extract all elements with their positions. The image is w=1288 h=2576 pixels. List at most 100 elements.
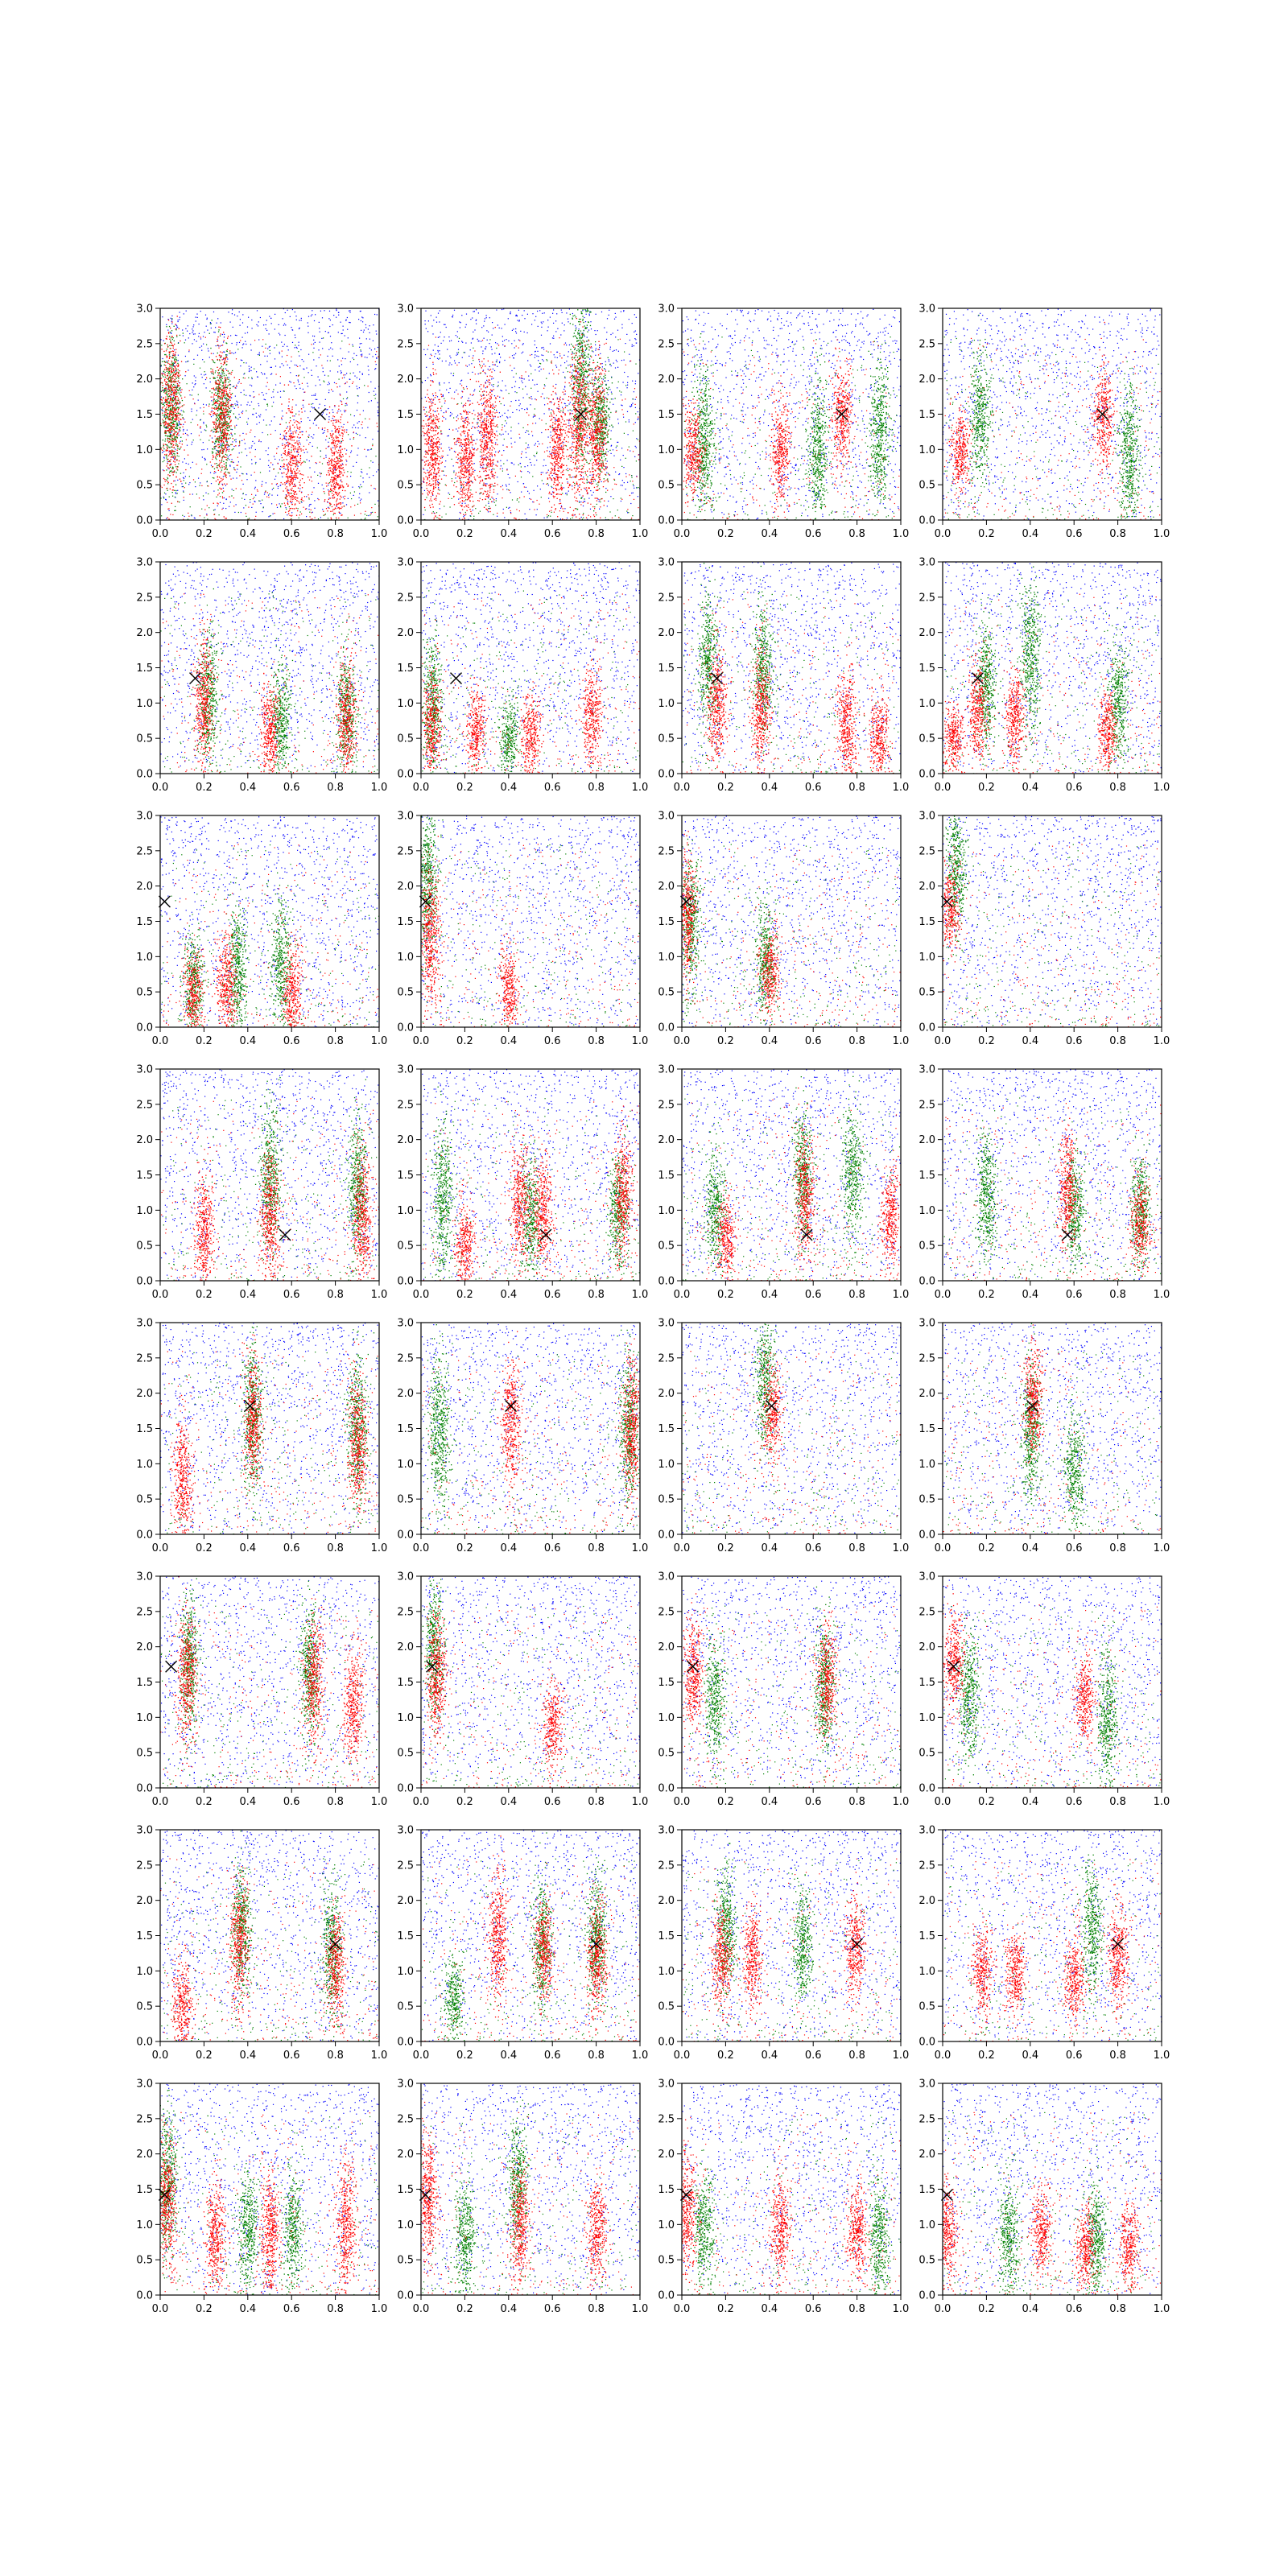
y-tick-label: 2.0 — [136, 1641, 153, 1653]
x-tick-label: 1.0 — [1154, 782, 1170, 794]
y-tick-label: 1.5 — [397, 1423, 414, 1435]
x-tick-label: 1.0 — [1154, 2303, 1170, 2315]
y-tick-label: 3.0 — [397, 1571, 414, 1583]
x-tick-label: 0.4 — [239, 782, 256, 794]
series-green — [943, 2112, 1161, 2296]
x-tick-label: 0.8 — [1109, 2050, 1126, 2062]
series-green — [943, 1606, 1162, 1790]
y-tick-label: 2.0 — [136, 1134, 153, 1146]
x-tick-label: 0.4 — [239, 2303, 256, 2315]
x-tick-label: 0.0 — [674, 1035, 691, 1047]
point-cloud — [152, 2083, 380, 2296]
y-tick-label: 0.0 — [136, 515, 153, 527]
y-tick-label: 1.0 — [136, 444, 153, 456]
x-tick-label: 0.2 — [196, 1796, 213, 1808]
series-green — [413, 816, 641, 1029]
x-tick-label: 0.4 — [500, 1542, 517, 1554]
y-tick-label: 0.5 — [658, 480, 675, 492]
series-red — [677, 339, 902, 521]
x-tick-label: 0.6 — [283, 1542, 300, 1554]
y-tick-label: 1.0 — [919, 444, 935, 456]
series-red — [416, 318, 642, 521]
x-tick-label: 1.0 — [371, 1289, 388, 1301]
y-tick-label: 3.0 — [397, 303, 414, 316]
x-tick-label: 0.2 — [717, 2303, 734, 2315]
x-tick-label: 0.4 — [500, 1035, 517, 1047]
y-tick-label: 1.5 — [658, 1677, 675, 1689]
scatter-panel-r8-c4: 0.0 0.2 0.4 0.6 0.8 1.00.00.51.01.52.02.53.0 — [919, 2079, 1170, 2316]
y-tick-label: 0.5 — [136, 2001, 153, 2013]
y-tick-label: 2.5 — [658, 1099, 675, 1111]
x-tick-label: 0.4 — [239, 528, 256, 540]
y-tick-label: 1.0 — [136, 698, 153, 710]
y-tick-label: 0.5 — [397, 733, 414, 745]
y-tick-label: 2.0 — [919, 1134, 935, 1146]
y-tick-label: 2.0 — [136, 1895, 153, 1907]
x-tick-label: 0.2 — [196, 2303, 213, 2315]
x-tick-label: 0.6 — [805, 1289, 822, 1301]
y-tick-label: 2.5 — [658, 592, 675, 604]
series-green — [421, 309, 639, 522]
y-tick-label: 0.0 — [919, 2290, 935, 2302]
axes-frame — [943, 815, 1162, 1027]
series-red — [161, 1098, 380, 1282]
x-tick-label: 0.6 — [1066, 782, 1083, 794]
x-tick-label: 1.0 — [893, 1289, 910, 1301]
scatter-panel-r5-c4: 0.0 0.2 0.4 0.6 0.8 1.00.00.51.01.52.02.53.0 — [919, 1318, 1170, 1555]
x-tick-label: 1.0 — [371, 1035, 388, 1047]
x-tick-label: 0.0 — [674, 528, 691, 540]
y-tick-label: 1.5 — [919, 1170, 935, 1182]
x-tick-label: 0.4 — [239, 1542, 256, 1554]
y-tick-label: 0.5 — [919, 2001, 935, 2013]
series-red — [161, 1335, 378, 1536]
y-tick-label: 2.0 — [397, 1388, 414, 1400]
y-tick-label: 1.0 — [658, 698, 675, 710]
y-tick-label: 0.0 — [397, 2037, 414, 2049]
x-tick-label: 0.0 — [674, 782, 691, 794]
scatter-panel-r6-c1: 0.0 0.2 0.4 0.6 0.8 1.00.00.51.01.52.02.53.0 — [136, 1571, 387, 1809]
series-blue — [682, 815, 902, 1028]
y-tick-label: 1.0 — [136, 2219, 153, 2231]
scatter-panel-r2-c1: 0.0 0.2 0.4 0.6 0.8 1.00.00.51.01.52.02.53.0 — [136, 557, 387, 795]
y-tick-label: 2.0 — [136, 2149, 153, 2161]
y-tick-label: 0.0 — [658, 515, 675, 527]
x-tick-label: 0.6 — [544, 1289, 561, 1301]
y-tick-label: 2.0 — [658, 1641, 675, 1653]
y-tick-label: 0.5 — [397, 1748, 414, 1760]
x-tick-label: 0.8 — [848, 1796, 865, 1808]
y-tick-label: 2.0 — [397, 627, 414, 639]
y-tick-label: 1.0 — [136, 1459, 153, 1471]
y-tick-label: 2.5 — [919, 1606, 935, 1618]
x-tick-label: 0.0 — [935, 1035, 952, 1047]
point-cloud — [680, 1576, 902, 1789]
y-tick-label: 2.0 — [919, 1641, 935, 1653]
y-tick-label: 2.0 — [658, 1895, 675, 1907]
y-tick-label: 1.5 — [397, 409, 414, 421]
y-tick-label: 2.5 — [136, 2113, 153, 2125]
x-marker — [1062, 1229, 1073, 1241]
scatter-panel-r6-c2: 0.0 0.2 0.4 0.6 0.8 1.00.00.51.01.52.02.53.0 — [397, 1571, 648, 1809]
y-tick-label: 2.0 — [658, 881, 675, 893]
series-blue — [943, 815, 1162, 1028]
x-tick-label: 0.4 — [500, 1289, 517, 1301]
y-tick-label: 2.5 — [397, 1352, 414, 1364]
y-tick-label: 2.0 — [136, 881, 153, 893]
y-tick-label: 0.5 — [136, 1494, 153, 1506]
y-tick-label: 0.5 — [136, 1748, 153, 1760]
y-tick-label: 2.5 — [658, 1352, 675, 1364]
x-tick-label: 0.4 — [1022, 1542, 1038, 1554]
x-tick-label: 0.6 — [805, 782, 822, 794]
x-tick-label: 0.0 — [935, 1796, 952, 1808]
x-tick-label: 0.8 — [848, 2303, 865, 2315]
y-tick-label: 0.0 — [397, 1022, 414, 1034]
y-tick-label: 1.5 — [397, 916, 414, 928]
series-blue — [160, 2083, 379, 2295]
axes-frame — [421, 308, 640, 520]
series-red — [154, 316, 379, 521]
point-cloud — [160, 1830, 380, 2042]
x-tick-label: 0.6 — [283, 528, 300, 540]
x-tick-label: 0.2 — [717, 528, 734, 540]
x-tick-label: 0.6 — [1066, 1542, 1083, 1554]
y-tick-label: 3.0 — [136, 1825, 153, 1837]
y-tick-label: 2.5 — [919, 1099, 935, 1111]
